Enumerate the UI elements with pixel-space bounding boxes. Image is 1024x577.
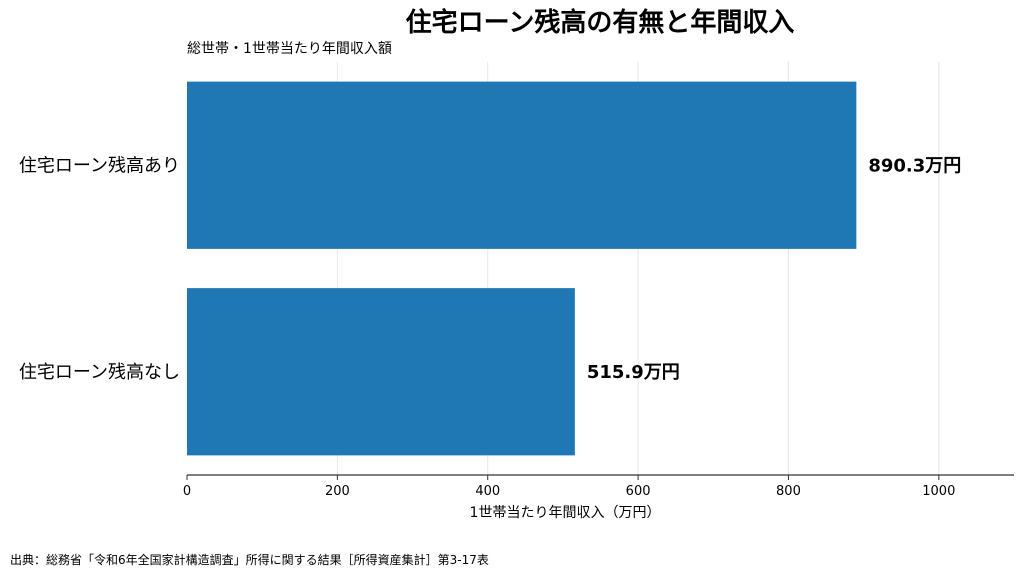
data-label-1: 515.9万円 xyxy=(587,362,680,383)
x-tick-label-0: 0 xyxy=(183,484,191,499)
x-axis: 0 200 400 600 800 1000 xyxy=(183,474,1014,499)
bar-0 xyxy=(187,81,857,249)
x-axis-label: 1世帯当たり年間収入（万円） xyxy=(470,505,661,521)
data-label-0: 890.3万円 xyxy=(868,155,961,176)
category-label-0: 住宅ローン残高あり xyxy=(19,155,180,176)
chart-title: 住宅ローン残高の有無と年間収入 xyxy=(406,7,795,38)
x-tick-label-2: 400 xyxy=(475,484,500,499)
x-tick-label-1: 200 xyxy=(325,484,350,499)
x-tick-label-5: 1000 xyxy=(922,484,955,499)
bar-1 xyxy=(187,288,575,456)
category-label-1: 住宅ローン残高なし xyxy=(19,362,180,383)
chart-subtitle: 総世帯・1世帯当たり年間収入額 xyxy=(187,41,392,57)
x-tick-label-3: 600 xyxy=(626,484,651,499)
x-tick-label-4: 800 xyxy=(776,484,801,499)
source-note: 出典：総務省「令和6年全国家計構造調査」所得に関する結果［所得資産集計］第3-1… xyxy=(10,552,489,567)
